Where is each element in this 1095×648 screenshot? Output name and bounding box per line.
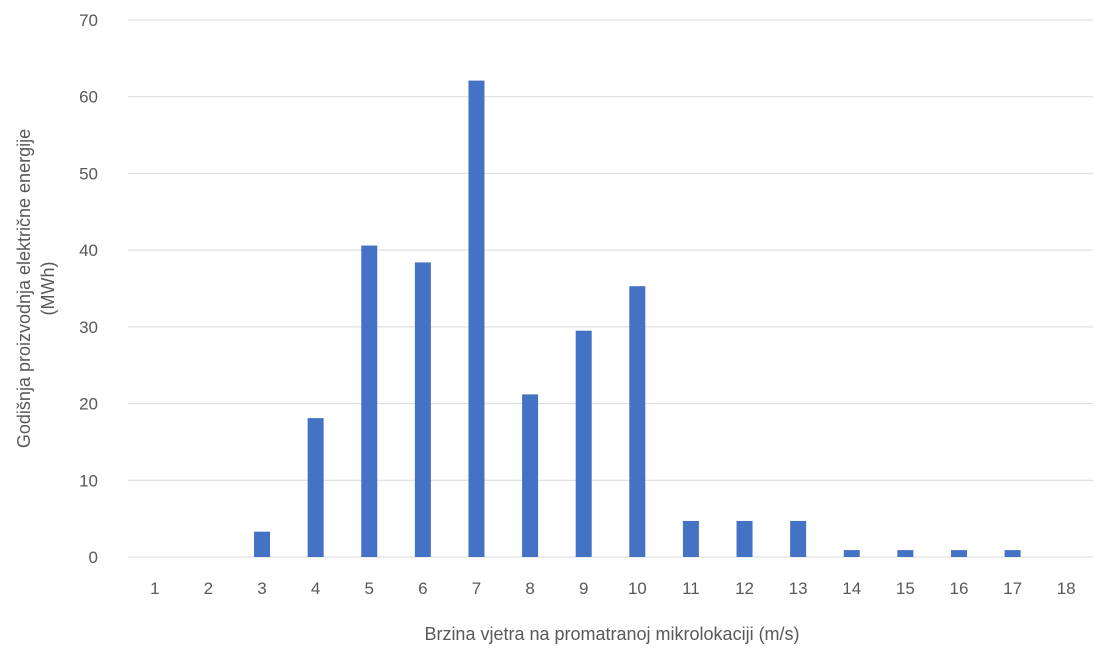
x-tick-label: 17 <box>1003 579 1022 598</box>
x-tick-label: 15 <box>896 579 915 598</box>
y-tick-label: 50 <box>79 164 98 183</box>
gridlines <box>128 19 1093 558</box>
bar-6 <box>414 262 431 557</box>
x-tick-label: 12 <box>735 579 754 598</box>
x-tick-label: 18 <box>1057 579 1076 598</box>
x-tick-label: 14 <box>842 579 861 598</box>
x-axis-ticks: 1 2 3 4 5 6 7 8 9 10 11 12 13 14 15 16 17 18 <box>150 579 1076 598</box>
bar-13 <box>790 520 807 557</box>
x-tick-label: 5 <box>365 579 374 598</box>
y-tick-label: 0 <box>89 548 98 567</box>
bar-16 <box>950 550 967 557</box>
y-axis-ticks: 0 10 20 30 40 50 60 70 <box>79 11 98 567</box>
x-tick-label: 7 <box>472 579 481 598</box>
x-axis-title: Brzina vjetra na promatranoj mikrolokaci… <box>424 624 799 644</box>
y-tick-label: 60 <box>79 88 98 107</box>
x-tick-label: 1 <box>150 579 159 598</box>
bar-4 <box>307 418 324 557</box>
bar-10 <box>629 286 646 557</box>
bars <box>254 80 1021 558</box>
y-tick-label: 20 <box>79 395 98 414</box>
x-tick-label: 2 <box>204 579 213 598</box>
y-tick-label: 10 <box>79 471 98 490</box>
bar-12 <box>736 520 753 557</box>
x-tick-label: 6 <box>418 579 427 598</box>
bar-11 <box>682 520 699 557</box>
x-tick-label: 10 <box>628 579 647 598</box>
bar-15 <box>897 550 914 557</box>
y-axis-title-line-2: (MWh) <box>38 262 58 316</box>
x-tick-label: 13 <box>789 579 808 598</box>
y-axis-title-line-1: Godišnja proizvodnja električne energije <box>14 129 34 448</box>
x-tick-label: 11 <box>682 579 700 598</box>
y-tick-label: 40 <box>79 241 98 260</box>
y-tick-label: 70 <box>79 11 98 30</box>
x-tick-label: 3 <box>257 579 266 598</box>
x-tick-label: 9 <box>579 579 588 598</box>
bar-7 <box>468 80 485 558</box>
y-axis-title: Godišnja proizvodnja električne energije… <box>14 129 58 448</box>
bar-14 <box>843 550 860 557</box>
bar-8 <box>522 394 539 557</box>
x-tick-label: 16 <box>950 579 969 598</box>
bar-5 <box>361 245 378 558</box>
x-tick-label: 4 <box>311 579 320 598</box>
x-tick-label: 8 <box>525 579 534 598</box>
bar-17 <box>1004 550 1021 557</box>
bar-9 <box>575 330 592 557</box>
y-tick-label: 30 <box>79 318 98 337</box>
bar-3 <box>254 531 271 557</box>
